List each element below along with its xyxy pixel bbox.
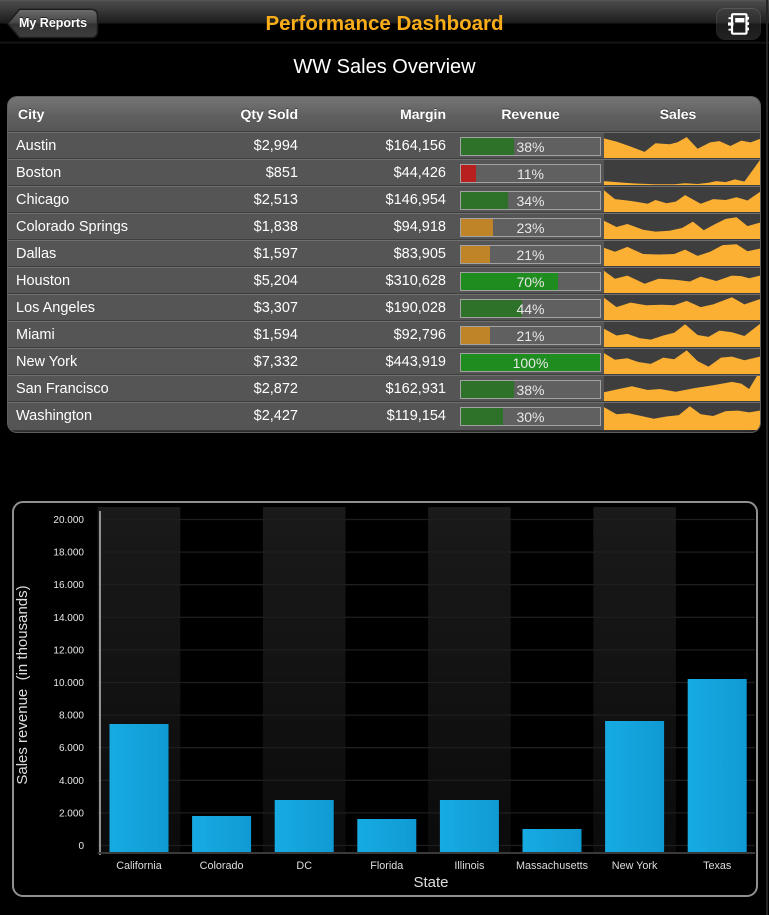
svg-text:12.000: 12.000 bbox=[53, 645, 84, 656]
svg-text:Illinois: Illinois bbox=[454, 860, 485, 872]
svg-text:10.000: 10.000 bbox=[53, 678, 84, 689]
svg-text:14.000: 14.000 bbox=[53, 613, 84, 624]
svg-text:4.000: 4.000 bbox=[59, 776, 84, 787]
svg-text:DC: DC bbox=[296, 860, 312, 872]
svg-text:18.000: 18.000 bbox=[53, 548, 84, 559]
svg-text:8.000: 8.000 bbox=[59, 711, 84, 722]
svg-text:New York: New York bbox=[612, 860, 658, 872]
svg-text:Massachusetts: Massachusetts bbox=[516, 860, 589, 872]
svg-text:State: State bbox=[413, 874, 448, 891]
svg-text:16.000: 16.000 bbox=[53, 580, 84, 591]
svg-text:0: 0 bbox=[78, 841, 84, 852]
svg-text:California: California bbox=[116, 860, 162, 872]
svg-text:Sales revenue (in thousands): Sales revenue (in thousands) bbox=[14, 585, 31, 784]
svg-text:Florida: Florida bbox=[370, 860, 403, 872]
svg-text:Texas: Texas bbox=[703, 860, 732, 872]
svg-text:Colorado: Colorado bbox=[200, 860, 244, 872]
svg-text:6.000: 6.000 bbox=[59, 743, 84, 754]
svg-text:20.000: 20.000 bbox=[53, 515, 84, 526]
svg-text:2.000: 2.000 bbox=[59, 808, 84, 819]
